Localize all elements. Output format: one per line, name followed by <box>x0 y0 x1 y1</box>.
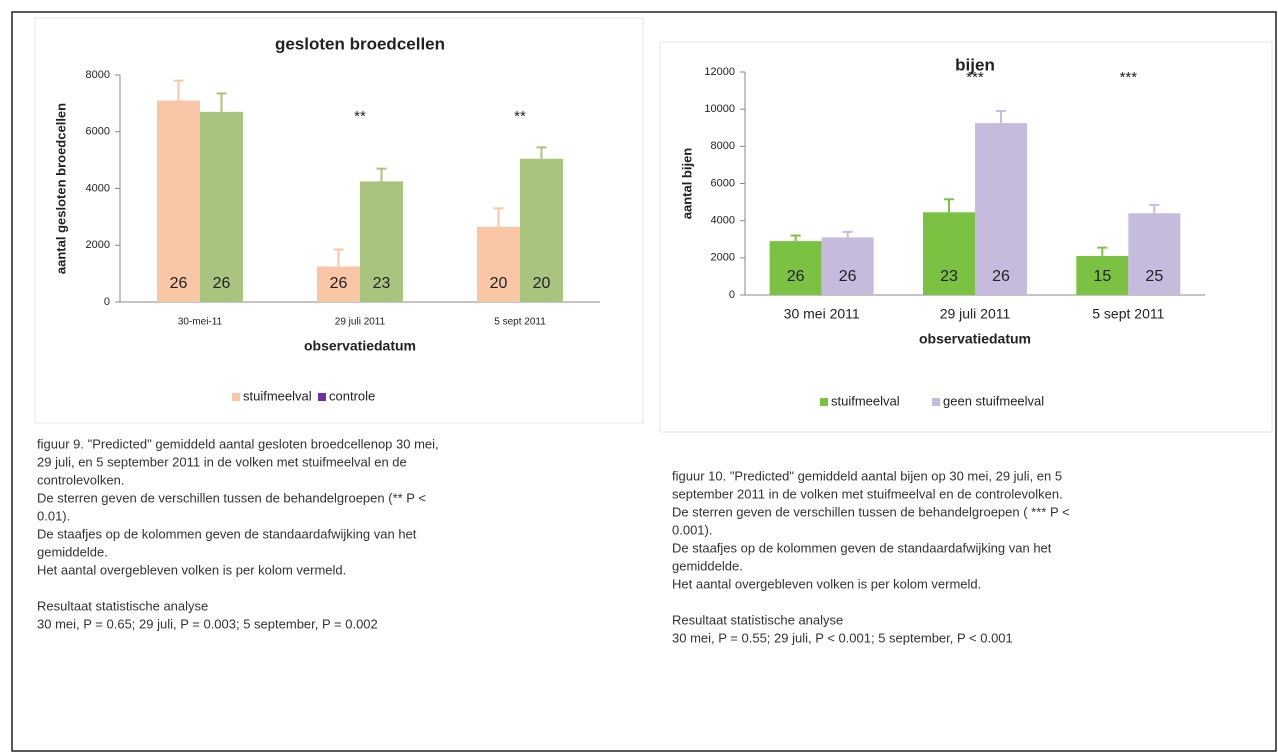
count-label: 26 <box>330 275 348 292</box>
y-tick-label: 8000 <box>86 69 110 81</box>
count-label: 25 <box>1145 268 1163 285</box>
x-axis-label: observatiedatum <box>304 338 416 354</box>
caption-line: De sterren geven de verschillen tussen d… <box>37 490 426 505</box>
bar <box>317 266 360 302</box>
count-label: 26 <box>992 268 1010 285</box>
bar <box>200 111 243 302</box>
bar <box>1076 255 1129 295</box>
bar <box>157 100 200 302</box>
y-tick-label: 10000 <box>704 103 735 115</box>
legend-label: geen stuifmeelval <box>943 393 1044 408</box>
x-tick-label: 29 juli 2011 <box>335 317 386 328</box>
x-tick-label: 5 sept 2011 <box>1092 306 1164 322</box>
analysis-line: Resultaat statistische analyse <box>37 598 208 613</box>
x-axis-label: observatiedatum <box>919 331 1031 347</box>
y-axis-label: aantal gesloten broedcellen <box>53 103 68 274</box>
analysis-line: 30 mei, P = 0.65; 29 juli, P = 0.003; 5 … <box>37 616 378 631</box>
legend-marker <box>932 398 940 406</box>
caption-line: Het aantal overgebleven volken is per ko… <box>672 576 981 591</box>
legend-marker <box>820 398 828 406</box>
analysis-line: 30 mei, P = 0.55; 29 juli, P < 0.001; 5 … <box>672 630 1013 645</box>
y-tick-label: 4000 <box>711 215 735 227</box>
chart-title: bijen <box>955 55 995 74</box>
y-axis-label: aantal bijen <box>679 148 694 220</box>
legend-label: stuifmeelval <box>831 393 900 408</box>
significance: ** <box>514 108 526 125</box>
caption-line: figuur 9. "Predicted" gemiddeld aantal g… <box>37 436 439 451</box>
caption-line: 0.001). <box>672 522 712 537</box>
significance: *** <box>966 69 984 86</box>
caption-line: Het aantal overgebleven volken is per ko… <box>37 562 346 577</box>
x-tick-label: 5 sept 2011 <box>494 317 546 328</box>
caption-line: gemiddelde. <box>672 558 743 573</box>
count-label: 15 <box>1093 268 1111 285</box>
significance: *** <box>1120 69 1138 86</box>
count-label: 26 <box>787 268 805 285</box>
analysis-line: Resultaat statistische analyse <box>672 612 843 627</box>
legend-label: stuifmeelval <box>243 388 312 403</box>
x-tick-label: 30-mei-11 <box>178 317 223 328</box>
legend-marker <box>318 393 326 401</box>
caption-line: controlevolken. <box>37 472 124 487</box>
x-tick-label: 30 mei 2011 <box>784 306 860 322</box>
caption-line: 0.01). <box>37 508 70 523</box>
caption-line: gemiddelde. <box>37 544 108 559</box>
y-tick-label: 2000 <box>711 252 735 264</box>
significance: ** <box>354 108 366 125</box>
bar <box>520 158 563 302</box>
count-label: 23 <box>373 275 391 292</box>
caption-line: De sterren geven de verschillen tussen d… <box>672 504 1070 519</box>
chart-box <box>659 41 1273 433</box>
y-tick-label: 0 <box>729 289 735 301</box>
y-tick-label: 4000 <box>86 182 110 194</box>
bar <box>360 181 403 302</box>
chart-title: gesloten broedcellen <box>275 34 445 53</box>
bar <box>975 123 1027 296</box>
y-tick-label: 6000 <box>86 126 110 138</box>
bar <box>477 226 520 302</box>
count-label: 26 <box>213 275 231 292</box>
y-tick-label: 6000 <box>711 177 735 189</box>
caption-line: De staafjes op de kolommen geven de stan… <box>37 526 417 541</box>
count-label: 26 <box>839 268 857 285</box>
legend-marker <box>232 393 240 401</box>
caption-line: september 2011 in de volken met stuifmee… <box>672 486 1063 501</box>
bar <box>769 241 822 295</box>
bar <box>923 212 975 295</box>
count-label: 23 <box>940 268 958 285</box>
bar <box>1128 213 1181 295</box>
legend-label: controle <box>329 388 375 403</box>
caption-line: De staafjes op de kolommen geven de stan… <box>672 540 1052 555</box>
bar <box>821 237 874 295</box>
count-label: 20 <box>490 275 508 292</box>
chart-box <box>34 17 644 424</box>
x-tick-label: 29 juli 2011 <box>940 306 1011 322</box>
y-tick-label: 8000 <box>711 140 735 152</box>
count-label: 20 <box>533 275 551 292</box>
caption-line: figuur 10. "Predicted" gemiddeld aantal … <box>672 468 1062 483</box>
caption-line: 29 juli, en 5 september 2011 in de volke… <box>37 454 407 469</box>
frame <box>11 11 1277 752</box>
y-tick-label: 12000 <box>704 66 735 78</box>
y-tick-label: 0 <box>104 296 110 308</box>
count-label: 26 <box>170 275 188 292</box>
y-tick-label: 2000 <box>86 239 110 251</box>
